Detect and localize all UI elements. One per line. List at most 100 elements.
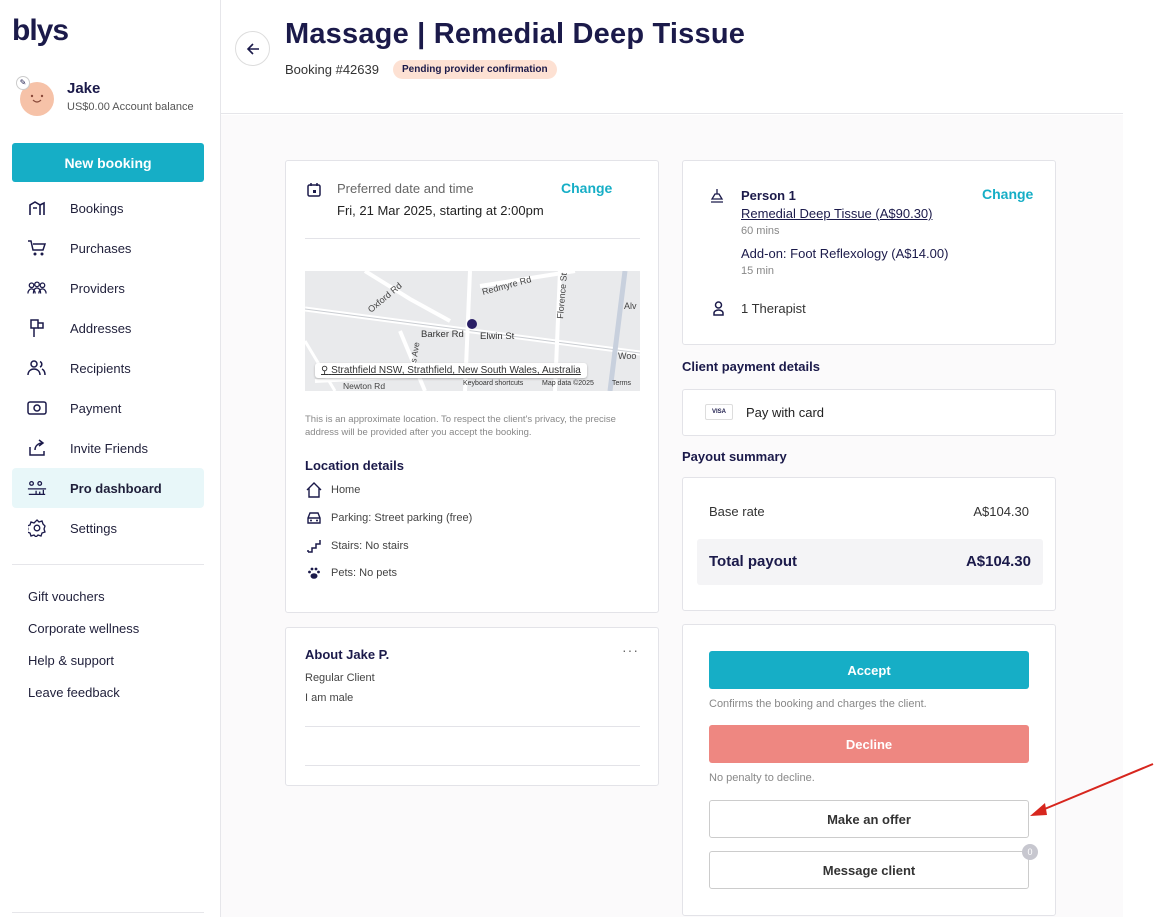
calendar-icon	[307, 183, 321, 197]
preferred-time-label: Preferred date and time	[337, 181, 474, 196]
therapist-count: 1 Therapist	[741, 301, 806, 316]
sidebar-item-addresses[interactable]: Addresses	[12, 308, 204, 348]
payout-card: Base rate A$104.30 Total payout A$104.30	[682, 477, 1056, 611]
divider	[305, 726, 640, 727]
sidebar-item-label: Purchases	[70, 240, 132, 256]
main-content: Preferred date and time Fri, 21 Mar 2025…	[221, 115, 1123, 917]
sidebar-divider	[12, 564, 204, 565]
bookings-icon	[27, 198, 47, 218]
link-leave-feedback[interactable]: Leave feedback	[28, 685, 120, 700]
sidebar-item-providers[interactable]: Providers	[12, 268, 204, 308]
sidebar-item-label: Bookings	[70, 200, 124, 216]
sidebar-item-payment[interactable]: Payment	[12, 388, 204, 428]
location-map[interactable]: Oxford Rd Redmyre Rd Florence St Barker …	[305, 271, 640, 391]
location-row-home: Home	[305, 482, 360, 498]
share-icon	[27, 438, 47, 458]
map-keyboard-shortcuts[interactable]: Keyboard shortcuts	[463, 380, 524, 387]
user-name: Jake	[67, 80, 101, 97]
therapist-icon	[713, 301, 724, 316]
back-button[interactable]	[235, 31, 270, 66]
decline-help-text: No penalty to decline.	[709, 772, 815, 784]
make-offer-button[interactable]: Make an offer	[709, 800, 1029, 838]
account-balance: US$0.00 Account balance	[67, 101, 194, 113]
more-options-icon[interactable]: ···	[622, 642, 639, 658]
total-payout-label: Total payout	[709, 553, 798, 570]
sidebar-bottom-divider	[12, 912, 204, 913]
service-name[interactable]: Remedial Deep Tissue (A$90.30)	[741, 206, 933, 221]
about-client-card: About Jake P. ··· Regular Client I am ma…	[285, 627, 659, 786]
sidebar-item-purchases[interactable]: Purchases	[12, 228, 204, 268]
map-address-text: Strathfield NSW, Strathfield, New South …	[331, 365, 581, 376]
service-card: Person 1 Remedial Deep Tissue (A$90.30) …	[682, 160, 1056, 345]
blys-logo[interactable]: blys	[12, 14, 69, 47]
addon-name: Add-on: Foot Reflexology (A$14.00)	[741, 246, 949, 261]
change-time-link[interactable]: Change	[561, 180, 613, 196]
link-gift-vouchers[interactable]: Gift vouchers	[28, 589, 105, 604]
decline-button[interactable]: Decline	[709, 725, 1029, 763]
page-title: Massage | Remedial Deep Tissue	[285, 18, 746, 50]
link-help-support[interactable]: Help & support	[28, 653, 114, 668]
location-row-text: Home	[331, 484, 361, 496]
link-corporate-wellness[interactable]: Corporate wellness	[28, 621, 140, 636]
map-street-label: Woo	[618, 351, 636, 361]
annotation-arrow-icon	[1030, 763, 1154, 816]
sidebar-nav: Bookings Purchases Providers Addresses R…	[12, 188, 204, 548]
addon-duration: 15 min	[741, 265, 775, 277]
location-details-title: Location details	[305, 458, 404, 473]
sidebar-item-bookings[interactable]: Bookings	[12, 188, 204, 228]
actions-card: Accept Confirms the booking and charges …	[682, 624, 1056, 916]
base-rate-value: A$104.30	[973, 504, 1029, 519]
person-label: Person 1	[741, 188, 796, 203]
map-street-label: Elwin St	[480, 331, 515, 342]
smile-icon	[30, 94, 44, 103]
payment-method-card[interactable]: VISA Pay with card	[682, 389, 1056, 436]
car-icon	[305, 511, 323, 525]
change-service-link[interactable]: Change	[982, 186, 1034, 202]
sidebar-item-label: Invite Friends	[70, 440, 149, 456]
sidebar-item-label: Pro dashboard	[70, 480, 162, 496]
divider	[305, 765, 640, 766]
location-row-text: Parking: Street parking (free)	[331, 512, 473, 524]
map-street-label: Florence St	[555, 272, 569, 319]
payout-summary-title: Payout summary	[682, 449, 787, 464]
avatar[interactable]: ✎	[16, 76, 54, 116]
paw-icon	[305, 566, 323, 580]
sidebar-item-label: Addresses	[70, 320, 132, 336]
booking-number: Booking #42639	[285, 62, 379, 77]
sidebar-item-label: Recipients	[70, 360, 131, 376]
visa-card-icon: VISA	[705, 404, 733, 420]
map-pin-icon: ⚲	[321, 365, 329, 376]
gear-icon	[27, 518, 47, 538]
location-row-text: Stairs: No stairs	[331, 540, 409, 552]
divider	[305, 238, 640, 239]
location-row-pets: Pets: No pets	[305, 566, 397, 580]
map-terms-link[interactable]: Terms	[612, 380, 632, 387]
mailbox-icon	[27, 318, 47, 338]
message-client-button[interactable]: Message client	[709, 851, 1029, 889]
home-icon	[305, 482, 323, 498]
map-data-credit: Map data ©2025	[542, 380, 594, 387]
sidebar-links: Gift vouchers Corporate wellness Help & …	[28, 588, 139, 716]
edit-pencil-icon[interactable]: ✎	[16, 76, 30, 90]
sidebar-item-settings[interactable]: Settings	[12, 508, 204, 548]
new-booking-button[interactable]: New booking	[12, 143, 204, 182]
providers-icon	[27, 278, 47, 298]
arrow-left-icon	[246, 42, 259, 55]
about-client-title: About Jake P.	[305, 647, 390, 662]
service-duration: 60 mins	[741, 225, 780, 237]
sidebar-item-label: Providers	[70, 280, 125, 296]
client-gender: I am male	[305, 692, 354, 704]
privacy-note: This is an approximate location. To resp…	[305, 414, 616, 438]
map-street-label: Newton Rd	[343, 381, 385, 391]
sidebar: blys ✎ Jake US$0.00 Account balance New …	[0, 0, 221, 917]
user-profile[interactable]: ✎ Jake US$0.00 Account balance	[16, 76, 194, 116]
sidebar-item-invite-friends[interactable]: Invite Friends	[12, 428, 204, 468]
stairs-icon	[305, 539, 323, 553]
map-address-label[interactable]: ⚲ Strathfield NSW, Strathfield, New Sout…	[315, 363, 587, 378]
map-street-label: s Ave	[408, 341, 421, 363]
sidebar-item-recipients[interactable]: Recipients	[12, 348, 204, 388]
unread-count-badge: 0	[1022, 844, 1038, 860]
accept-button[interactable]: Accept	[709, 651, 1029, 689]
sidebar-item-pro-dashboard[interactable]: Pro dashboard	[12, 468, 204, 508]
payment-method: Pay with card	[746, 405, 825, 420]
